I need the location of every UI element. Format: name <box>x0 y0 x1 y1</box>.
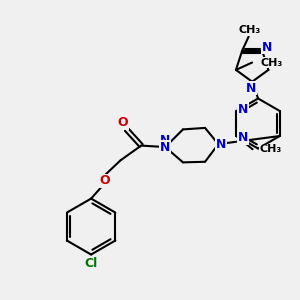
Text: CH₃: CH₃ <box>239 25 261 35</box>
Text: N: N <box>160 141 170 154</box>
Text: O: O <box>118 116 128 129</box>
Text: N: N <box>160 134 170 147</box>
Text: N: N <box>245 82 256 95</box>
Text: CH₃: CH₃ <box>260 58 283 68</box>
Text: N: N <box>261 41 272 54</box>
Text: N: N <box>238 131 248 144</box>
Text: N: N <box>238 103 248 116</box>
Text: CH₃: CH₃ <box>260 144 282 154</box>
Text: N: N <box>216 138 226 151</box>
Text: O: O <box>99 174 110 188</box>
Text: Cl: Cl <box>85 257 98 270</box>
